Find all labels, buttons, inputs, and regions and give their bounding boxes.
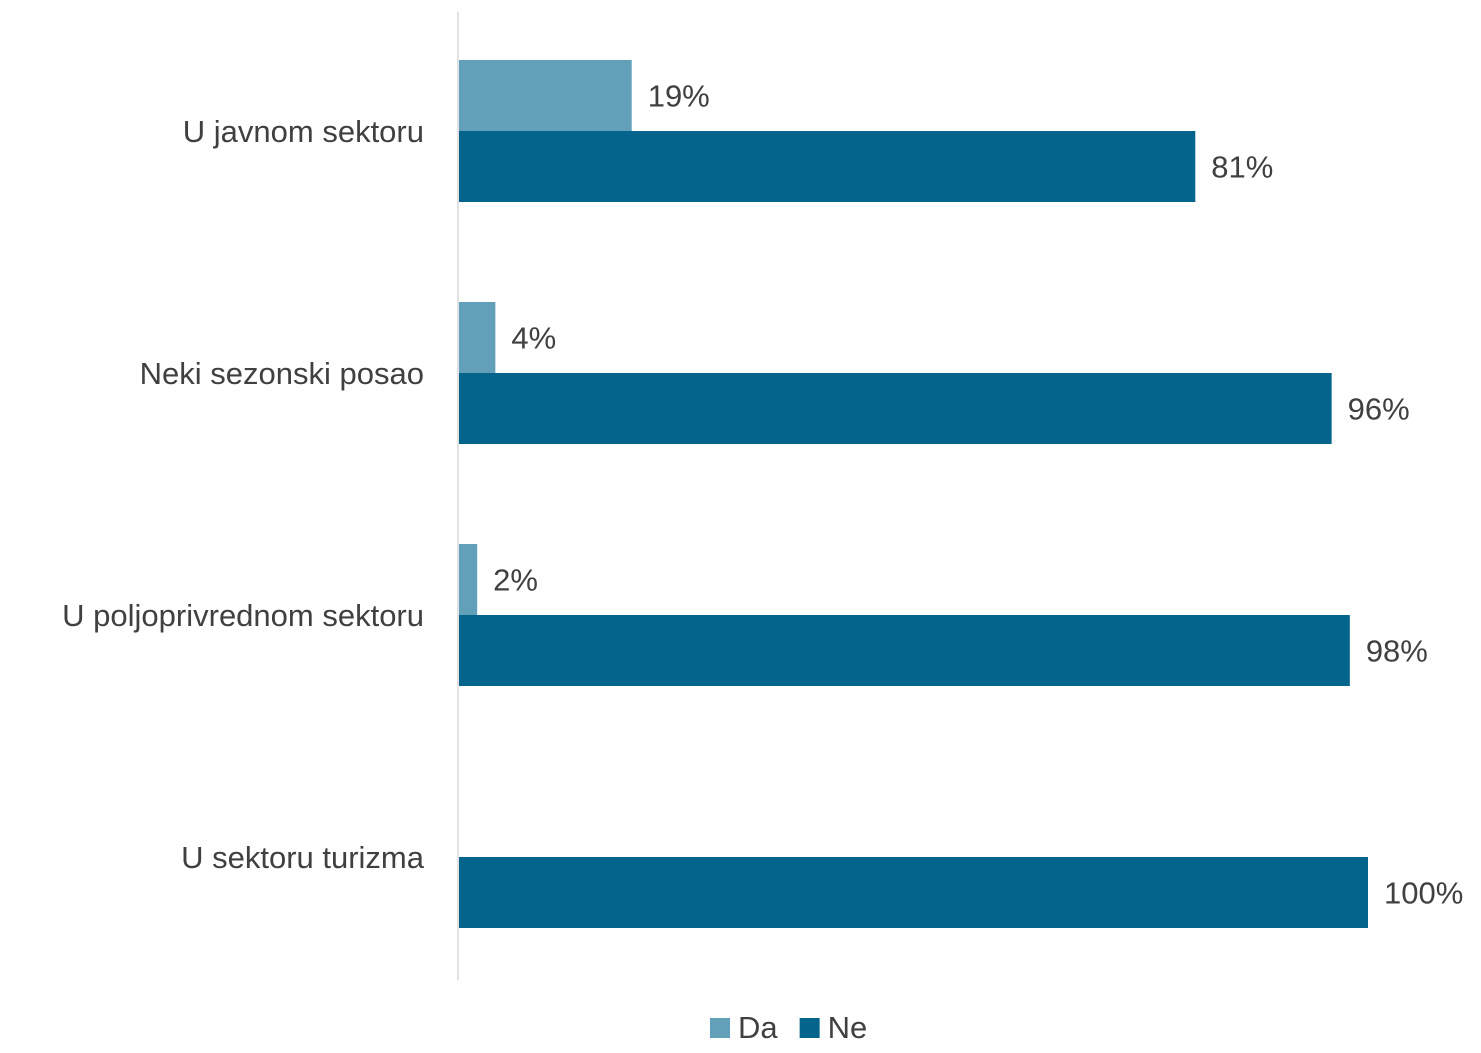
labels-group: U javnom sektoru 19% 81% Neki sezonski posa… [62,79,1463,911]
category-label: U sektoru turizma [181,840,425,875]
bar-da [459,302,496,373]
legend-label-ne: Ne [828,1010,868,1045]
category-label: U poljoprivrednom sektoru [62,598,424,633]
bar-da [459,60,632,131]
legend-swatch-da [710,1018,730,1038]
category-label: U javnom sektoru [183,114,424,149]
data-label: 19% [648,79,710,114]
data-label: 2% [493,563,538,598]
bar-ne [459,857,1368,928]
category-label: Neki sezonski posao [140,356,424,391]
bar-ne [459,373,1332,444]
legend-swatch-ne [799,1018,820,1038]
bar-ne [459,131,1196,202]
data-label: 100% [1384,876,1463,911]
data-label: 96% [1348,392,1410,427]
bar-da [459,544,478,615]
bars-group [459,60,1368,928]
data-label: 4% [511,321,556,356]
data-label: 98% [1366,634,1428,669]
data-label: 81% [1211,150,1273,185]
bar-ne [459,615,1350,686]
legend-label-da: Da [738,1010,778,1045]
legend: Da Ne [710,1010,867,1045]
